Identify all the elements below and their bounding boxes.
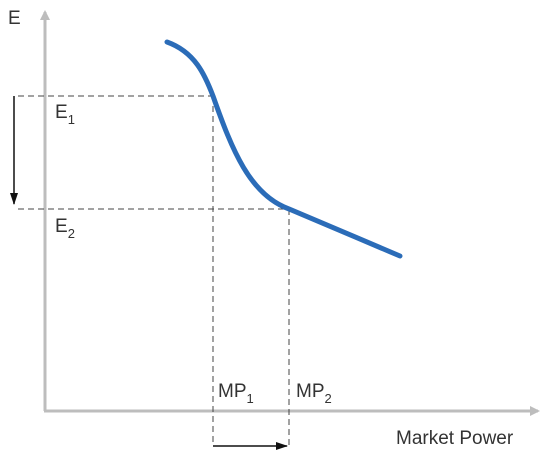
label-main: MP — [296, 381, 325, 402]
label-sub: 2 — [325, 391, 332, 406]
power-label: MP2 — [296, 381, 332, 406]
label-main: E — [55, 102, 68, 123]
x-axis-label: Market Power — [396, 428, 514, 449]
label-main: MP — [218, 381, 247, 402]
label-main: E — [55, 216, 68, 237]
power-label: MP1 — [218, 381, 254, 406]
y-axis-label: E — [8, 8, 21, 29]
curve — [164, 39, 403, 259]
level-label: E2 — [55, 216, 75, 241]
label-sub: 2 — [68, 226, 75, 241]
label-sub: 1 — [247, 391, 254, 406]
level-label: E1 — [55, 102, 75, 127]
label-sub: 1 — [68, 112, 75, 127]
